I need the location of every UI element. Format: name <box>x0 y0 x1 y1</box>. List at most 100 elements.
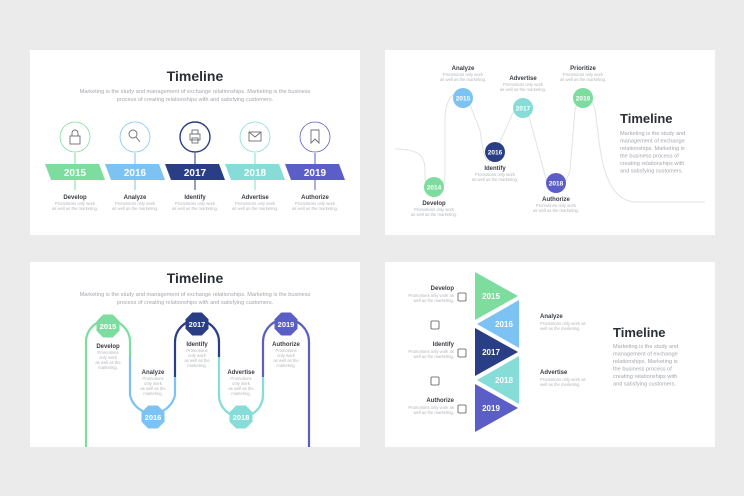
year-label: 2015 <box>482 292 500 301</box>
step-description: Promotions only work <box>475 172 516 177</box>
year-circle <box>424 177 444 197</box>
step-label: Authorize <box>426 398 454 404</box>
year-label: 2017 <box>189 320 206 329</box>
step-label: Advertise <box>227 370 255 376</box>
year-banner <box>285 164 345 180</box>
year-label: 2018 <box>549 181 564 188</box>
side-paragraph: creating relationships with <box>620 161 684 167</box>
year-label: 2016 <box>145 413 162 422</box>
year-label: 2014 <box>427 185 442 192</box>
year-label: 2019 <box>304 168 327 179</box>
megaphone-icon <box>430 376 440 386</box>
step-description: as well as the <box>140 386 166 391</box>
step-description: Promotions only work as <box>540 377 586 382</box>
step-description: Promotions only work as <box>408 293 454 298</box>
year-label: 2018 <box>233 413 250 422</box>
camera-icon <box>457 348 467 358</box>
slide-1-icon-timeline[interactable]: Timeline Marketing is the study and mana… <box>30 50 360 235</box>
year-circle <box>513 98 533 118</box>
step-description: as well as the <box>228 386 254 391</box>
year-octagon <box>96 314 120 338</box>
step-description: as well as the marketing. <box>560 77 606 82</box>
step-description: as well as the marketing. <box>440 77 486 82</box>
slide-4-triangle-timeline[interactable]: 2015 Develop Promotions only work as well a… <box>385 262 715 447</box>
step-label: Advertise <box>540 370 568 376</box>
timeline-path <box>84 318 132 447</box>
step-description: as well as the marketing. <box>112 206 158 211</box>
step-description: Promotions <box>97 350 118 355</box>
step-description: well as the marketing. <box>414 298 455 303</box>
printer-icon <box>189 129 201 144</box>
slide-title: Timeline <box>167 270 224 286</box>
step-description: as well as the <box>95 360 121 365</box>
year-banner <box>165 164 225 180</box>
step-label: Develop <box>96 344 120 350</box>
step-description: well as the marketing. <box>414 354 455 359</box>
year-octagon <box>229 405 253 429</box>
step-description: as well as the marketing. <box>500 87 546 92</box>
step-description: marketing. <box>231 391 251 396</box>
year-label: 2018 <box>244 168 267 179</box>
step-description: only work <box>232 381 251 386</box>
icon-circle <box>59 121 91 153</box>
year-circle <box>573 88 593 108</box>
year-label: 2015 <box>100 322 117 331</box>
step-description: Promotions only work <box>503 82 544 87</box>
step-description: well as the marketing. <box>540 382 581 387</box>
step-label: Analyze <box>540 314 563 320</box>
side-paragraph: management of exchange <box>620 139 685 145</box>
step-label: Analyze <box>142 370 165 376</box>
lock-icon <box>69 129 81 145</box>
slide-title: Timeline <box>613 325 666 340</box>
step-description: Promotions only work <box>235 201 276 206</box>
side-paragraph: the business process of <box>620 154 679 160</box>
icon-circle <box>299 121 331 153</box>
slide-2-wave-timeline[interactable]: 2014 Develop Promotions only work as well a… <box>385 50 715 235</box>
step-description: Promotions <box>142 376 163 381</box>
step-label: Advertise <box>509 76 537 82</box>
step-label: Identify <box>184 195 206 201</box>
step-label: Develop <box>431 286 455 292</box>
step-description: as well as the marketing. <box>292 206 338 211</box>
year-label: 2019 <box>278 320 295 329</box>
step-description: Promotions only work <box>55 201 96 206</box>
step-description: only work <box>277 353 296 358</box>
bookmark-icon <box>310 129 320 145</box>
step-description: as well as the marketing. <box>411 212 457 217</box>
year-label: 2016 <box>495 320 513 329</box>
slide-subtitle: Marketing is the study and management of… <box>80 292 311 298</box>
year-circle <box>453 88 473 108</box>
step-description: only work <box>99 355 118 360</box>
step-label: Advertise <box>241 195 269 201</box>
step-description: as well as the marketing. <box>172 206 218 211</box>
year-triangle <box>475 272 518 320</box>
slide-3-octagon-timeline[interactable]: Timeline Marketing is the study and mana… <box>30 262 360 447</box>
year-triangle <box>475 384 518 432</box>
step-label: Authorize <box>301 195 329 201</box>
step-description: Promotions <box>275 348 296 353</box>
year-label: 2019 <box>576 96 591 103</box>
year-banner <box>105 164 165 180</box>
step-description: as well as the marketing. <box>52 206 98 211</box>
